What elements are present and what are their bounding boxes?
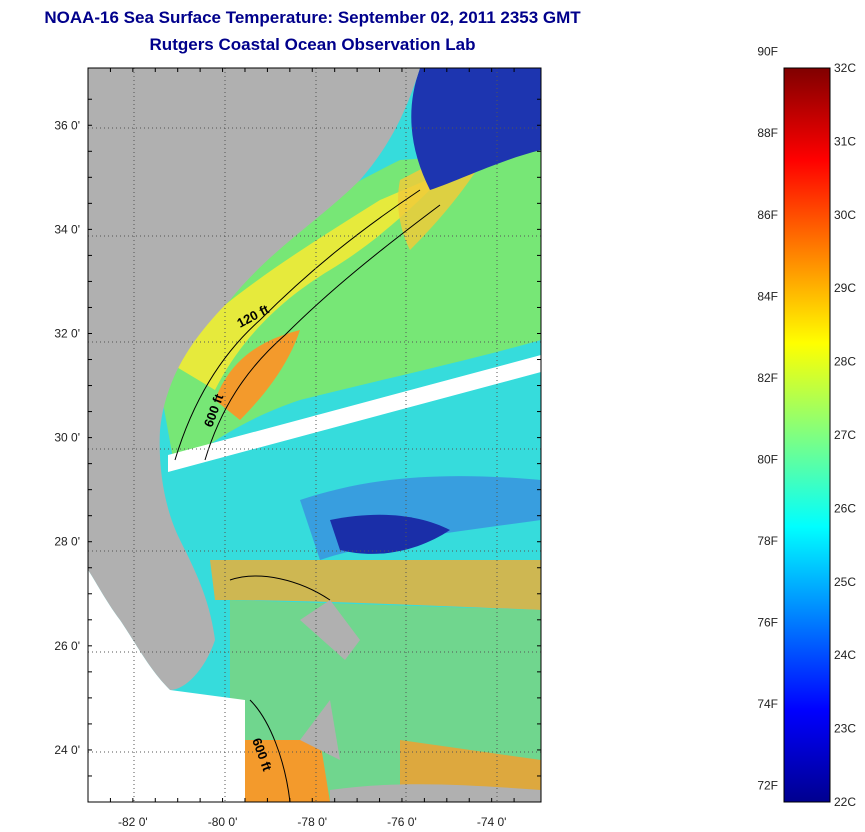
colorbar-c-label: 30C [834, 208, 856, 222]
isobath-120ft [174, 189, 421, 461]
colorbar-c-label: 23C [834, 722, 856, 736]
no-data-gulf [88, 570, 245, 802]
lon-tick-label: -80 0' [208, 815, 238, 829]
isobath-bahamas [229, 575, 331, 802]
andros-island [300, 700, 340, 760]
bahamas-island [300, 600, 360, 660]
colorbar-celsius-labels: 32C 31C 30C 29C 28C 27C 26C 25C 24C 23C 22C [834, 61, 856, 809]
colorbar-fahrenheit-labels: 90F 88F 86F 84F 82F 80F 78F 76F 74F 72F [757, 45, 778, 793]
lon-tick-label: -82 0' [118, 815, 148, 829]
map-subtitle: Rutgers Coastal Ocean Observation Lab [149, 35, 476, 54]
lat-tick-label: 32 0' [54, 326, 80, 340]
colorbar-c-label: 28C [834, 355, 856, 369]
gulf-stream-yellow [165, 170, 450, 390]
colorbar-f-label: 72F [757, 779, 778, 793]
map-title: NOAA-16 Sea Surface Temperature: Septemb… [44, 8, 581, 27]
florida-straits-warm [245, 740, 330, 802]
map-area: 120 ft 600 ft 600 ft [88, 68, 541, 802]
lat-tick-label: 34 0' [54, 222, 80, 236]
cuba [330, 784, 541, 802]
colorbar-f-label: 88F [757, 126, 778, 140]
lat-tick-label: 28 0' [54, 535, 80, 549]
isobath-600ft [204, 204, 441, 461]
lat-tick-label: 36 0' [54, 118, 80, 132]
map-frame [87, 67, 542, 803]
lon-tick-label: -76 0' [387, 815, 417, 829]
colorbar-c-label: 22C [834, 795, 856, 809]
colorbar-f-label: 74F [757, 697, 778, 711]
cold-water-north [411, 68, 541, 190]
longitude-axis: -82 0' -80 0' -78 0' -76 0' -74 0' [109, 68, 515, 829]
colorbar-f-label: 86F [757, 208, 778, 222]
latitude-axis: 36 0' 34 0' 32 0' 30 0' 28 0' 26 0' 24 0' [54, 98, 541, 777]
colorbar-gradient [783, 67, 831, 803]
warm-band-south [210, 560, 541, 610]
lat-tick-label: 30 0' [54, 431, 80, 445]
colorbar: 90F 88F 86F 84F 82F 80F 78F 76F 74F 72F 32C 31C 30C… [757, 45, 856, 809]
land-mainland [88, 68, 420, 690]
colorbar-f-label: 78F [757, 534, 778, 548]
lon-tick-label: -74 0' [477, 815, 507, 829]
lat-tick-label: 24 0' [54, 743, 80, 757]
colorbar-f-label: 76F [757, 616, 778, 630]
colorbar-c-label: 29C [834, 281, 856, 295]
colorbar-f-label: 80F [757, 452, 778, 466]
gulf-stream-warm [215, 330, 300, 420]
colorbar-c-label: 25C [834, 575, 856, 589]
colorbar-f-label: 82F [757, 371, 778, 385]
colorbar-c-label: 26C [834, 501, 856, 515]
colorbar-c-label: 32C [834, 61, 856, 75]
colorbar-c-label: 24C [834, 648, 856, 662]
cold-patch [330, 514, 450, 554]
lat-tick-label: 26 0' [54, 639, 80, 653]
colorbar-f-label: 84F [757, 289, 778, 303]
colorbar-c-label: 27C [834, 428, 856, 442]
colorbar-f-label: 90F [757, 45, 778, 59]
swath-gap [168, 355, 541, 472]
lon-tick-label: -78 0' [297, 815, 327, 829]
colorbar-c-label: 31C [834, 134, 856, 148]
